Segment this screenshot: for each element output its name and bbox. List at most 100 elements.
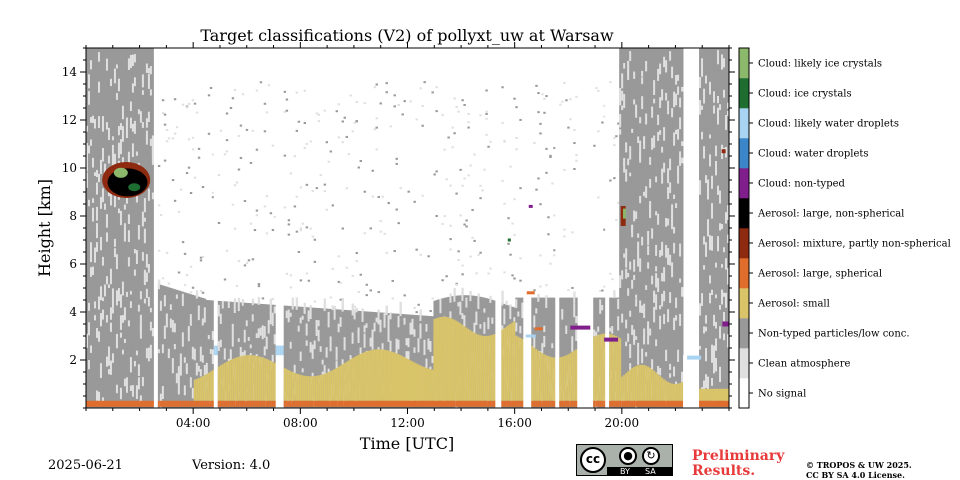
clean-atmosphere-segment xyxy=(86,148,89,162)
clean-atmosphere-segment xyxy=(653,292,656,298)
sparse-speck-segment xyxy=(193,102,197,105)
time-column xyxy=(427,255,430,408)
small-aerosol-segment xyxy=(333,369,337,401)
time-column xyxy=(317,113,321,408)
clean-atmosphere-segment xyxy=(639,258,642,272)
time-column xyxy=(227,300,231,408)
clean-atmosphere-segment xyxy=(637,233,640,238)
small-aerosol-segment xyxy=(235,357,239,401)
clean-atmosphere-segment xyxy=(669,254,672,266)
sparse-speck-segment xyxy=(449,248,452,251)
clean-atmosphere-segment xyxy=(475,311,478,325)
small-aerosol-segment xyxy=(609,334,612,401)
clean-atmosphere-segment xyxy=(653,135,656,148)
non-typed-particle-segment xyxy=(259,303,263,408)
small-aerosol-segment xyxy=(317,375,321,401)
clean-atmosphere-segment xyxy=(677,74,680,81)
no-signal-segment xyxy=(499,48,502,408)
non-typed-particle-segment xyxy=(419,315,422,408)
small-aerosol-segment xyxy=(599,334,602,401)
time-column xyxy=(621,48,624,408)
clean-atmosphere-segment xyxy=(149,321,153,331)
sparse-speck-segment xyxy=(553,214,556,217)
clean-atmosphere-segment xyxy=(419,323,422,339)
small-aerosol-segment xyxy=(207,372,211,401)
clean-atmosphere-segment xyxy=(151,150,155,165)
large-spherical-segment xyxy=(723,400,726,407)
clean-atmosphere-segment xyxy=(703,326,706,334)
clean-atmosphere-segment xyxy=(237,338,241,342)
non-typed-particle-segment xyxy=(107,48,111,408)
clean-atmosphere-segment xyxy=(635,294,638,299)
non-typed-particle-segment xyxy=(101,48,105,408)
time-column xyxy=(257,283,261,408)
large-spherical-segment xyxy=(301,400,305,407)
small-aerosol-segment xyxy=(489,335,492,401)
clean-atmosphere-segment xyxy=(665,92,668,101)
sparse-speck-segment xyxy=(319,174,323,177)
clean-atmosphere-segment xyxy=(105,232,109,242)
time-column xyxy=(493,300,496,408)
clean-atmosphere-segment xyxy=(129,101,133,112)
small-aerosol-segment xyxy=(619,338,622,401)
large-spherical-segment xyxy=(641,400,644,407)
sparse-speck-segment xyxy=(163,159,167,162)
clean-atmosphere-segment xyxy=(679,117,682,130)
sparse-speck-segment xyxy=(157,204,161,207)
sparse-speck-segment xyxy=(231,97,235,100)
clean-atmosphere-segment xyxy=(483,322,486,334)
chart-title: Target classifications (V2) of pollyxt_u… xyxy=(200,26,614,45)
non-typed-particle-segment xyxy=(317,308,321,408)
sparse-speck-segment xyxy=(419,87,422,90)
clean-atmosphere-segment xyxy=(115,64,119,69)
y-tick-label: 8 xyxy=(69,209,77,223)
clean-atmosphere-segment xyxy=(519,325,522,334)
time-column xyxy=(217,174,221,408)
no-signal-segment xyxy=(579,326,582,408)
sparse-speck-segment xyxy=(231,203,235,206)
sparse-speck-segment xyxy=(257,283,261,286)
small-aerosol-segment xyxy=(315,375,319,401)
clean-atmosphere-segment xyxy=(639,117,642,124)
sparse-speck-segment xyxy=(549,154,552,157)
non-typed-particle-segment xyxy=(547,297,550,408)
sparse-speck-segment xyxy=(305,142,309,145)
sparse-speck-segment xyxy=(191,286,195,289)
clean-atmosphere-segment xyxy=(123,307,127,321)
clean-atmosphere-segment xyxy=(597,326,600,332)
clean-atmosphere-segment xyxy=(113,195,117,203)
non-typed-particle-segment xyxy=(319,308,323,408)
sparse-speck-segment xyxy=(299,227,303,230)
sparse-speck-segment xyxy=(347,153,350,156)
sparse-speck-segment xyxy=(609,272,612,275)
clean-atmosphere-segment xyxy=(163,325,167,339)
clean-atmosphere-segment xyxy=(633,71,636,79)
small-aerosol-segment xyxy=(347,360,350,401)
small-aerosol-segment xyxy=(623,374,626,401)
clean-atmosphere-segment xyxy=(159,393,163,408)
small-aerosol-segment xyxy=(517,336,520,401)
small-aerosol-segment xyxy=(571,351,574,401)
large-spherical-segment xyxy=(171,400,175,407)
clean-atmosphere-segment xyxy=(91,207,95,222)
clean-atmosphere-segment xyxy=(105,314,109,323)
time-column xyxy=(541,93,544,408)
time-column xyxy=(191,99,195,408)
non-typed-particle-segment xyxy=(677,48,680,408)
clean-atmosphere-segment xyxy=(667,259,670,265)
small-aerosol-segment xyxy=(247,355,251,401)
small-aerosol-segment xyxy=(361,352,364,401)
time-column xyxy=(121,48,125,408)
time-column xyxy=(277,48,281,408)
non-typed-particle-segment xyxy=(337,309,341,408)
non-typed-particle-segment xyxy=(235,302,239,408)
sparse-speck-segment xyxy=(239,124,243,127)
clean-atmosphere-segment xyxy=(95,182,99,195)
small-aerosol-segment xyxy=(323,373,327,401)
small-aerosol-segment xyxy=(433,319,436,401)
clean-atmosphere-segment xyxy=(711,175,714,189)
colorbar-swatch xyxy=(739,258,749,289)
non-typed-particle-segment xyxy=(219,301,223,408)
large-spherical-segment xyxy=(609,400,612,407)
y-tick-label: 12 xyxy=(62,113,77,127)
